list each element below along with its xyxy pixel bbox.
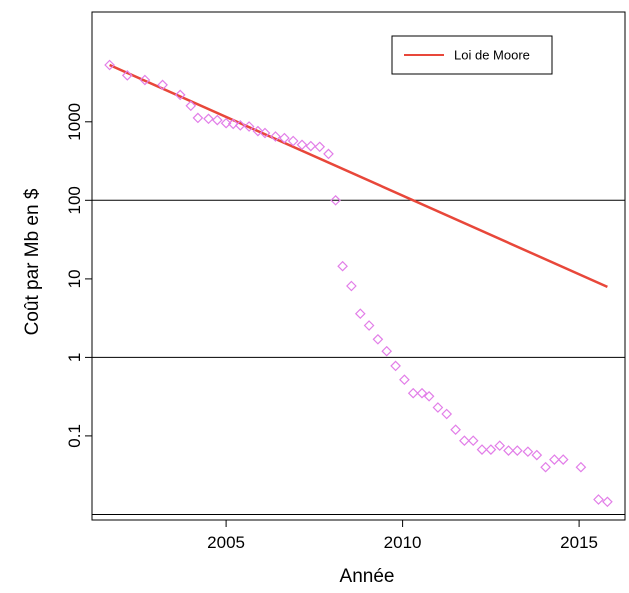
legend-label-moore: Loi de Moore	[454, 48, 530, 63]
data-point	[234, 120, 246, 131]
data-point	[211, 114, 223, 126]
data-point	[372, 333, 384, 345]
data-point	[459, 435, 470, 447]
moore-law-line	[109, 63, 608, 289]
data-point	[441, 408, 453, 420]
data-point	[399, 374, 410, 386]
data-point	[423, 390, 435, 402]
data-point	[416, 387, 428, 399]
data-point	[346, 280, 357, 292]
data-point	[476, 444, 488, 455]
y-tick-label: 0.1	[65, 424, 84, 448]
y-tick-label: 1000	[65, 103, 84, 141]
data-point	[287, 135, 299, 147]
data-point	[602, 496, 613, 508]
data-point	[174, 89, 186, 101]
data-point	[557, 454, 569, 465]
data-point	[390, 360, 401, 372]
data-point	[243, 121, 255, 132]
legend: Loi de Moore	[391, 35, 553, 75]
x-tick-label: 2015	[560, 533, 598, 552]
y-tick-label: 1	[65, 353, 84, 362]
data-point	[494, 440, 506, 452]
data-point	[337, 260, 348, 272]
data-point	[192, 112, 204, 124]
x-tick-label: 2005	[207, 533, 245, 552]
data-point	[549, 454, 560, 465]
data-point	[575, 461, 587, 473]
data-point	[305, 140, 317, 152]
data-point	[381, 345, 393, 357]
data-point	[432, 402, 444, 413]
plot-frame	[91, 11, 626, 521]
data-point	[354, 308, 366, 320]
x-axis: 2005 2010 2015	[207, 520, 598, 552]
x-axis-title: Année	[340, 566, 395, 587]
data-point	[220, 117, 232, 129]
data-point	[270, 131, 281, 142]
horizontal-reference-lines	[92, 199, 625, 515]
y-axis-title: Coût par Mb en $	[22, 188, 43, 335]
data-point	[296, 139, 308, 151]
data-point	[157, 79, 168, 91]
data-point	[503, 445, 514, 456]
y-tick-label: 100	[65, 186, 84, 214]
data-point	[330, 194, 341, 206]
data-point	[363, 320, 375, 331]
data-point	[485, 444, 497, 455]
data-point	[121, 70, 133, 81]
data-point	[450, 424, 461, 436]
data-point	[185, 100, 197, 112]
y-axis: 0.1 1 10 100 1000	[65, 103, 92, 448]
data-point	[540, 461, 551, 473]
data-point	[323, 148, 334, 160]
data-point	[203, 113, 214, 125]
data-point	[531, 449, 543, 461]
data-point	[522, 446, 534, 458]
data-point	[467, 435, 479, 447]
data-point	[593, 494, 604, 505]
data-point	[511, 445, 523, 456]
data-point	[407, 387, 419, 399]
data-point	[252, 125, 264, 137]
data-point	[104, 59, 115, 71]
plot-area	[104, 59, 613, 508]
data-point	[139, 74, 151, 86]
y-tick-label: 10	[65, 269, 84, 288]
data-point	[314, 141, 326, 153]
data-point	[259, 127, 271, 139]
data-point	[279, 132, 290, 144]
x-tick-label: 2010	[384, 533, 422, 552]
data-point	[227, 118, 239, 130]
